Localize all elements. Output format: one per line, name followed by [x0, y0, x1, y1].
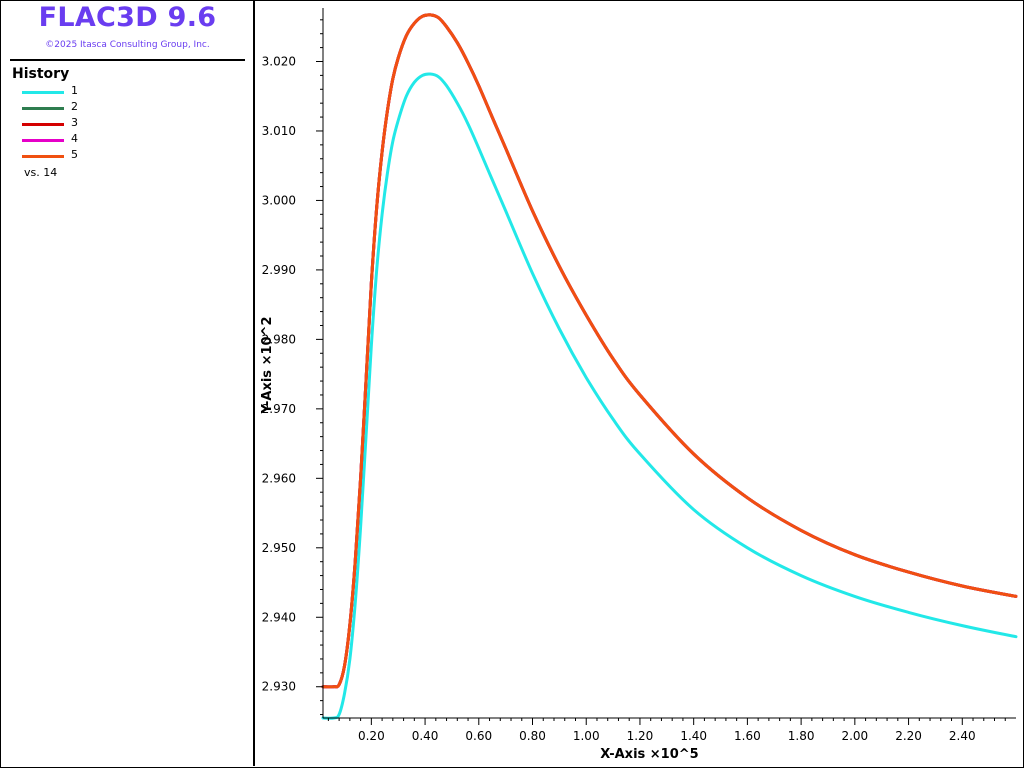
vs-history-label: vs. 14 [24, 166, 58, 179]
y-tick-label: 2.990 [262, 263, 296, 277]
legend-item: 2 [22, 100, 222, 116]
y-tick-label: 2.950 [262, 541, 296, 555]
x-tick-label: 1.40 [680, 729, 707, 743]
y-tick-label: 3.020 [262, 54, 296, 68]
legend-panel: FLAC3D 9.6 ©2025 Itasca Consulting Group… [0, 0, 255, 766]
y-tick-label: 2.930 [262, 680, 296, 694]
series-line-2 [321, 13, 1018, 689]
legend-swatch [22, 155, 64, 158]
legend-label: 5 [71, 148, 78, 161]
legend-swatch [22, 123, 64, 126]
title-divider [10, 59, 245, 61]
legend-item: 3 [22, 116, 222, 132]
legend-label: 1 [71, 84, 78, 97]
y-tick-label: 2.960 [262, 471, 296, 485]
legend-item: 1 [22, 84, 222, 100]
series-line-3 [321, 13, 1018, 689]
x-tick-label: 0.20 [358, 729, 385, 743]
y-tick-label: 3.010 [262, 124, 296, 138]
legend-swatch [22, 91, 64, 94]
legend-label: 4 [71, 132, 78, 145]
x-tick-label: 1.60 [734, 729, 761, 743]
series-layer [321, 13, 1018, 720]
series-line-5 [321, 13, 1018, 689]
legend-swatch [22, 139, 64, 142]
series-line-4 [321, 13, 1018, 689]
y-tick-label: 2.940 [262, 610, 296, 624]
x-tick-label: 2.00 [841, 729, 868, 743]
legend-swatch [22, 107, 64, 110]
x-axis-title: X-Axis ×10^5 [600, 747, 698, 762]
legend-label: 2 [71, 100, 78, 113]
legend-label: 3 [71, 116, 78, 129]
y-tick-label: 2.980 [262, 332, 296, 346]
x-tick-label: 2.40 [949, 729, 976, 743]
legend-item: 5 [22, 148, 222, 164]
history-heading: History [12, 66, 70, 82]
legend-item: 4 [22, 132, 222, 148]
series-line-1 [321, 72, 1018, 720]
y-axis-title: Y-Axis ×10^2 [260, 317, 275, 415]
legend-list: 1 2 3 4 5 [22, 84, 222, 164]
x-tick-label: 0.40 [412, 729, 439, 743]
x-tick-label: 1.00 [573, 729, 600, 743]
axes-layer: 2.930 2.940 2.950 2.960 2.970 2.980 2.990 3.000… [260, 8, 1016, 762]
x-tick-label: 1.20 [627, 729, 654, 743]
x-tick-label: 2.20 [895, 729, 922, 743]
copyright-text: ©2025 Itasca Consulting Group, Inc. [45, 40, 210, 50]
x-tick-label: 0.80 [519, 729, 546, 743]
y-tick-label: 3.000 [262, 193, 296, 207]
x-tick-label: 0.60 [465, 729, 492, 743]
x-tick-label: 1.80 [788, 729, 815, 743]
app-title: FLAC3D 9.6 [38, 2, 217, 33]
plot-area: 2.930 2.940 2.950 2.960 2.970 2.980 2.990 3.000… [260, 8, 1018, 762]
y-tick-label: 2.970 [262, 402, 296, 416]
